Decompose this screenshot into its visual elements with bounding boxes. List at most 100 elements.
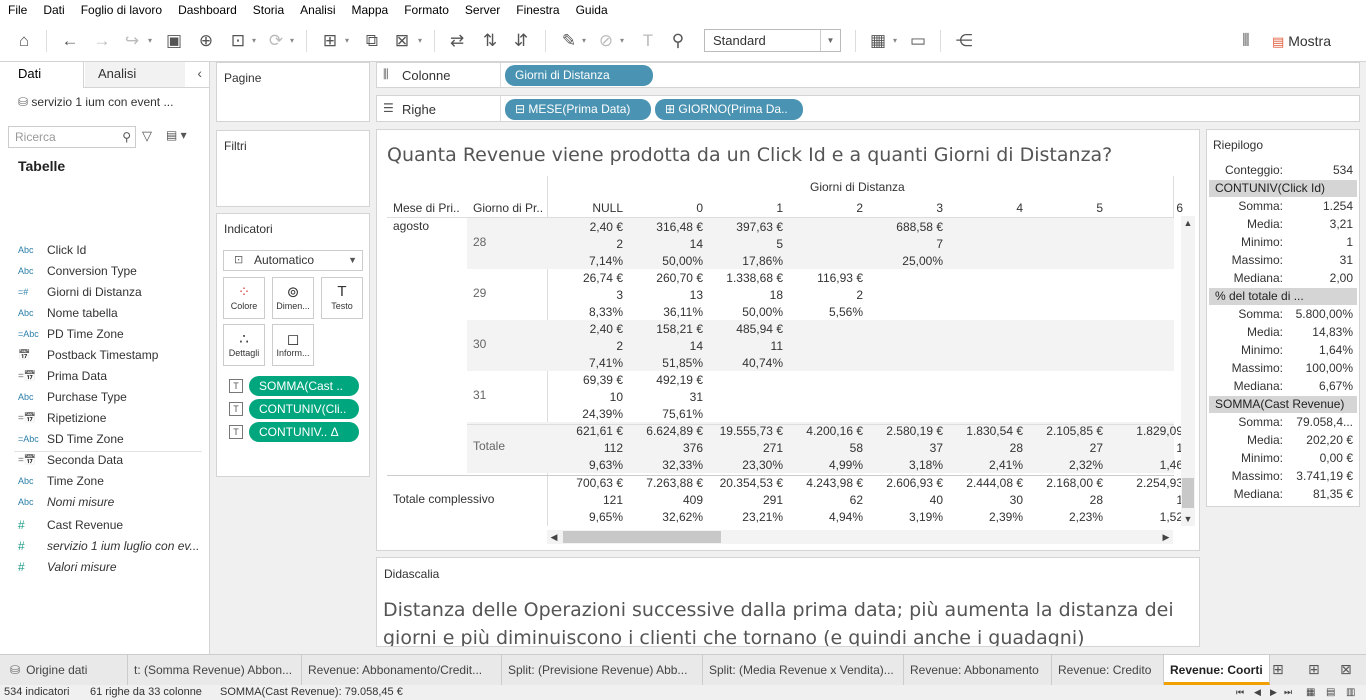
- columns-pill-days-distance[interactable]: Giorni di Distanza: [505, 65, 653, 86]
- field-item[interactable]: Abc Nomi misure: [0, 492, 210, 513]
- tab-analysis[interactable]: Analisi: [85, 62, 185, 88]
- table-cell[interactable]: 26,74 €: [582, 271, 623, 285]
- show-me-button[interactable]: ▤ Mostra: [1272, 29, 1331, 53]
- table-cell[interactable]: 51,85%: [662, 356, 703, 370]
- table-cell[interactable]: 24,39%: [582, 407, 623, 421]
- grand-total-cell[interactable]: 2.168,00 €: [1046, 476, 1103, 490]
- table-cell[interactable]: 2,32%: [1068, 458, 1103, 472]
- table-cell[interactable]: 28: [1009, 441, 1023, 455]
- scroll-left-icon[interactable]: ◀: [550, 532, 558, 542]
- new-sheet-icon[interactable]: ⊞: [322, 31, 338, 50]
- table-cell[interactable]: 7: [936, 237, 943, 251]
- table-cell[interactable]: 4,99%: [828, 458, 863, 472]
- table-cell[interactable]: 40,74%: [742, 356, 783, 370]
- pause-dropdown-icon[interactable]: ▾: [252, 36, 257, 45]
- sheet-tab[interactable]: Split: (Previsione Revenue) Abb...: [502, 655, 703, 685]
- refresh-dropdown-icon[interactable]: ▾: [290, 36, 295, 45]
- table-cell[interactable]: 5,56%: [828, 305, 863, 319]
- mark-type-select[interactable]: ⊡ Automatico ▼: [223, 250, 363, 271]
- field-item[interactable]: Abc Conversion Type: [0, 261, 210, 282]
- grand-total-cell[interactable]: 30: [1009, 493, 1023, 507]
- table-cell[interactable]: 69,39 €: [582, 373, 623, 387]
- sheet-tab[interactable]: Revenue: Abbonamento: [904, 655, 1052, 685]
- filmstrip-view-icon[interactable]: ▥: [1346, 687, 1356, 698]
- fit-select[interactable]: Standard ▼: [704, 29, 841, 52]
- table-cell[interactable]: 18: [769, 288, 783, 302]
- sheet-tab[interactable]: t: (Somma Revenue) Abbon...: [128, 655, 302, 685]
- table-cell[interactable]: 2: [616, 237, 623, 251]
- tab-data[interactable]: Dati: [0, 62, 84, 88]
- table-cell[interactable]: 25,00%: [902, 254, 943, 268]
- sheet-tab[interactable]: Revenue: Credito: [1052, 655, 1164, 685]
- table-cell[interactable]: 492,19 €: [656, 373, 703, 387]
- menu-item[interactable]: Guida: [575, 3, 608, 17]
- table-cell[interactable]: 271: [762, 441, 783, 455]
- clear-sheet-icon[interactable]: ⊠: [394, 31, 410, 50]
- highlight-dropdown-icon[interactable]: ▾: [582, 36, 587, 45]
- text-button[interactable]: T Testo: [321, 277, 363, 319]
- mark-pill-sum-revenue[interactable]: SOMMA(Cast ..: [249, 376, 359, 396]
- field-item[interactable]: Abc Time Zone: [0, 471, 210, 492]
- field-item[interactable]: =Abc SD Time Zone: [0, 429, 210, 450]
- table-cell[interactable]: 376: [682, 441, 703, 455]
- column-header[interactable]: 2: [856, 201, 863, 215]
- grand-total-cell[interactable]: 4.243,98 €: [806, 476, 863, 490]
- menu-item[interactable]: File: [8, 3, 28, 17]
- prev-sheet-icon[interactable]: ◀: [1254, 687, 1261, 697]
- horizontal-scrollbar[interactable]: ◀ ▶: [547, 530, 1173, 544]
- table-cell[interactable]: 58: [849, 441, 863, 455]
- grand-total-cell[interactable]: 23,21%: [742, 510, 783, 524]
- table-cell[interactable]: 2,41%: [988, 458, 1023, 472]
- table-cell[interactable]: 688,58 €: [896, 220, 943, 234]
- month-label[interactable]: agosto: [393, 219, 430, 233]
- table-cell[interactable]: 2: [856, 288, 863, 302]
- presentation-icon[interactable]: ▭: [909, 31, 927, 50]
- next-sheet-icon[interactable]: ▶: [1270, 687, 1277, 697]
- grid-view-icon[interactable]: ▦: [1306, 687, 1316, 698]
- table-cell[interactable]: 14: [689, 339, 703, 353]
- sort-descending-icon[interactable]: ⇵: [513, 31, 529, 50]
- grand-total-cell[interactable]: 9,65%: [588, 510, 623, 524]
- filter-icon[interactable]: ▽: [142, 128, 152, 143]
- datasource-tab[interactable]: ⛁ Origine dati: [0, 655, 128, 685]
- size-button[interactable]: ⊚ Dimen...: [272, 277, 314, 319]
- menu-item[interactable]: Formato: [404, 3, 449, 17]
- table-cell[interactable]: 112: [603, 441, 623, 455]
- column-header[interactable]: 0: [696, 201, 703, 215]
- home-icon[interactable]: ⌂: [18, 31, 30, 50]
- menu-item[interactable]: Server: [464, 3, 501, 17]
- datasource-item[interactable]: ⛁ servizio 1 ium con event ...: [18, 92, 204, 112]
- grand-total-cell[interactable]: 2.254,93: [1136, 476, 1183, 490]
- field-item[interactable]: # Valori misure: [0, 557, 210, 578]
- field-item[interactable]: =📅 Seconda Data: [0, 450, 210, 471]
- table-cell[interactable]: 10: [609, 390, 623, 404]
- grand-total-cell[interactable]: 2,23%: [1068, 510, 1103, 524]
- menu-item[interactable]: Storia: [252, 3, 285, 17]
- grand-total-cell[interactable]: 2.444,08 €: [966, 476, 1023, 490]
- table-cell[interactable]: 6.624,89 €: [646, 424, 703, 438]
- collapse-icon[interactable]: ‹: [197, 65, 202, 81]
- table-cell[interactable]: 8,33%: [588, 305, 623, 319]
- sheet-tab[interactable]: Revenue: Coorti: [1164, 655, 1270, 685]
- table-cell[interactable]: 2,40 €: [589, 322, 623, 336]
- color-button[interactable]: ⁘ Colore: [223, 277, 265, 319]
- grand-total-cell[interactable]: 291: [762, 493, 783, 507]
- last-sheet-icon[interactable]: ⏭: [1284, 687, 1293, 697]
- table-cell[interactable]: 37: [929, 441, 943, 455]
- table-cell[interactable]: 36,11%: [663, 305, 703, 319]
- field-item[interactable]: # servizio 1 ium luglio con ev...: [0, 536, 210, 557]
- table-cell[interactable]: 316,48 €: [656, 220, 703, 234]
- table-cell[interactable]: 31: [689, 390, 703, 404]
- menu-item[interactable]: Dashboard: [178, 3, 237, 17]
- labels-icon[interactable]: T: [642, 31, 654, 50]
- column-header[interactable]: 4: [1016, 201, 1023, 215]
- field-item[interactable]: Abc Purchase Type: [0, 387, 210, 408]
- column-header[interactable]: 3: [936, 201, 943, 215]
- field-item[interactable]: =# Giorni di Distanza: [0, 282, 210, 303]
- grand-total-label[interactable]: Totale complessivo: [393, 492, 495, 506]
- grand-total-cell[interactable]: 32,62%: [662, 510, 703, 524]
- table-cell[interactable]: 2.105,85 €: [1046, 424, 1103, 438]
- grand-total-cell[interactable]: 700,63 €: [576, 476, 623, 490]
- table-cell[interactable]: 50,00%: [742, 305, 783, 319]
- rows-pill-month[interactable]: ⊟ MESE(Prima Data): [505, 99, 651, 120]
